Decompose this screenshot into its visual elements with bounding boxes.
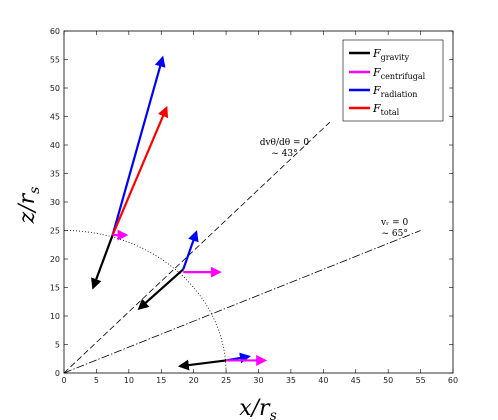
gravity-vector-middle: [137, 268, 185, 311]
x-tick-label: 5: [94, 376, 99, 385]
zero-dvtheta-line: [63, 121, 331, 374]
y-tick-label: 25: [50, 227, 60, 236]
radius-arc: [63, 230, 227, 374]
legend-label-total: Ftotal: [372, 102, 400, 117]
x-tick-label: 40: [318, 376, 328, 385]
total-vector-upper: [111, 105, 169, 236]
x-tick-label: 55: [415, 376, 425, 385]
y-tick-label: 5: [55, 341, 60, 350]
y-tick-label: 10: [50, 312, 60, 321]
vr-annotation-label: vᵣ = 0: [380, 218, 408, 228]
x-tick-label: 35: [286, 376, 296, 385]
y-axis-title: z/rs: [15, 187, 43, 225]
line-annotations: dvθ/dθ = 0~ 43° vᵣ = 0~ 65°: [260, 138, 409, 239]
y-tick-label: 55: [50, 56, 60, 65]
y-tick-label: 0: [55, 369, 60, 378]
y-tick-label: 35: [50, 170, 60, 179]
dvtheta-annotation-label: dvθ/dθ = 0: [260, 138, 310, 148]
y-tick-label: 30: [50, 198, 60, 207]
y-tick-label: 40: [50, 141, 60, 150]
x-axis-title: x/rs: [239, 396, 277, 420]
x-tick-label: 25: [221, 376, 231, 385]
legend-label-centrifugal: Fcentrifugal: [372, 66, 426, 81]
legend-label-radiation: Fradiation: [372, 84, 417, 99]
dvtheta-annotation-angle: ~ 43°: [271, 149, 297, 159]
radiation-vector-upper: [111, 55, 166, 236]
x-tick-label: 15: [156, 376, 166, 385]
y-tick-label: 15: [50, 284, 60, 293]
x-tick-label: 20: [189, 376, 199, 385]
y-tick-label: 60: [50, 27, 60, 36]
radiation-vector-middle: [182, 230, 199, 270]
force-vectors: [91, 55, 268, 371]
x-tick-label: 45: [351, 376, 361, 385]
x-tick-label: 10: [124, 376, 134, 385]
y-tick-label: 50: [50, 84, 60, 93]
guide-lines: [63, 121, 421, 374]
x-tick-label: 30: [253, 376, 263, 385]
gravity-vector-lower: [177, 359, 227, 371]
x-tick-label: 0: [61, 376, 66, 385]
legend: Fgravity Fcentrifugal Fradiation Ftotal: [342, 39, 444, 122]
zero-vr-line: [63, 230, 421, 374]
gravity-vector-upper: [91, 234, 114, 290]
y-tick-label: 45: [50, 113, 60, 122]
x-axis-ticks: 0 5 10 15 20 25 30 35 40 45 50 55 60: [61, 31, 458, 385]
y-axis-ticks: 0 5 10 15 20 25 30 35 40 45 50 55 60: [50, 27, 453, 378]
legend-label-gravity: Fgravity: [372, 47, 410, 62]
x-tick-label: 50: [383, 376, 393, 385]
x-tick-label: 60: [448, 376, 458, 385]
vr-annotation-angle: ~ 65°: [381, 229, 407, 239]
y-tick-label: 20: [50, 255, 60, 264]
